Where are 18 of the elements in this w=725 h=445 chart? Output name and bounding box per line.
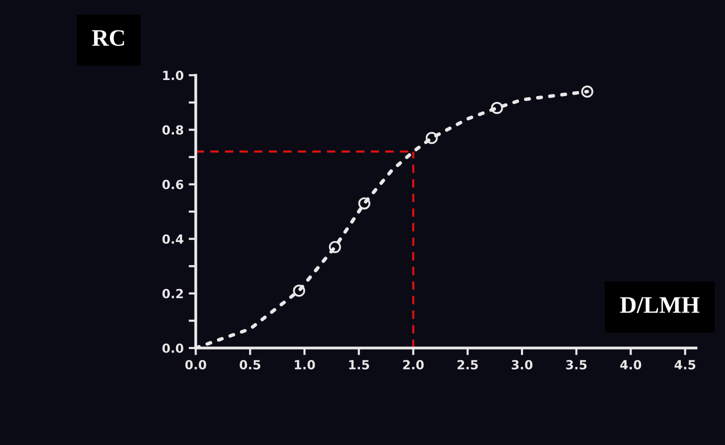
x-tick-label: 0.5 — [240, 360, 260, 370]
x-tick-label: 1.0 — [294, 360, 315, 370]
y-tick-label: 0.0 — [162, 343, 184, 353]
x-tick-label: 2.0 — [403, 360, 424, 370]
y-tick-label: 0.4 — [162, 234, 184, 244]
x-tick-label: 2.5 — [458, 360, 478, 370]
x-tick-label: 3.0 — [512, 360, 532, 370]
x-tick-label: 4.0 — [620, 360, 642, 370]
y-axis-title: RC — [92, 30, 124, 46]
y-tick-label: 0.2 — [162, 288, 183, 298]
y-tick-label: 0.8 — [162, 125, 184, 135]
x-tick-label: 3.5 — [566, 360, 587, 370]
y-tick-label: 1.0 — [163, 70, 184, 80]
x-axis-title: D/LMH — [620, 297, 700, 313]
x-tick-label: 0.0 — [185, 360, 206, 370]
x-tick-label: 4.5 — [674, 360, 696, 370]
x-tick-label: 1.5 — [349, 360, 370, 370]
y-tick-label: 0.6 — [162, 180, 184, 190]
